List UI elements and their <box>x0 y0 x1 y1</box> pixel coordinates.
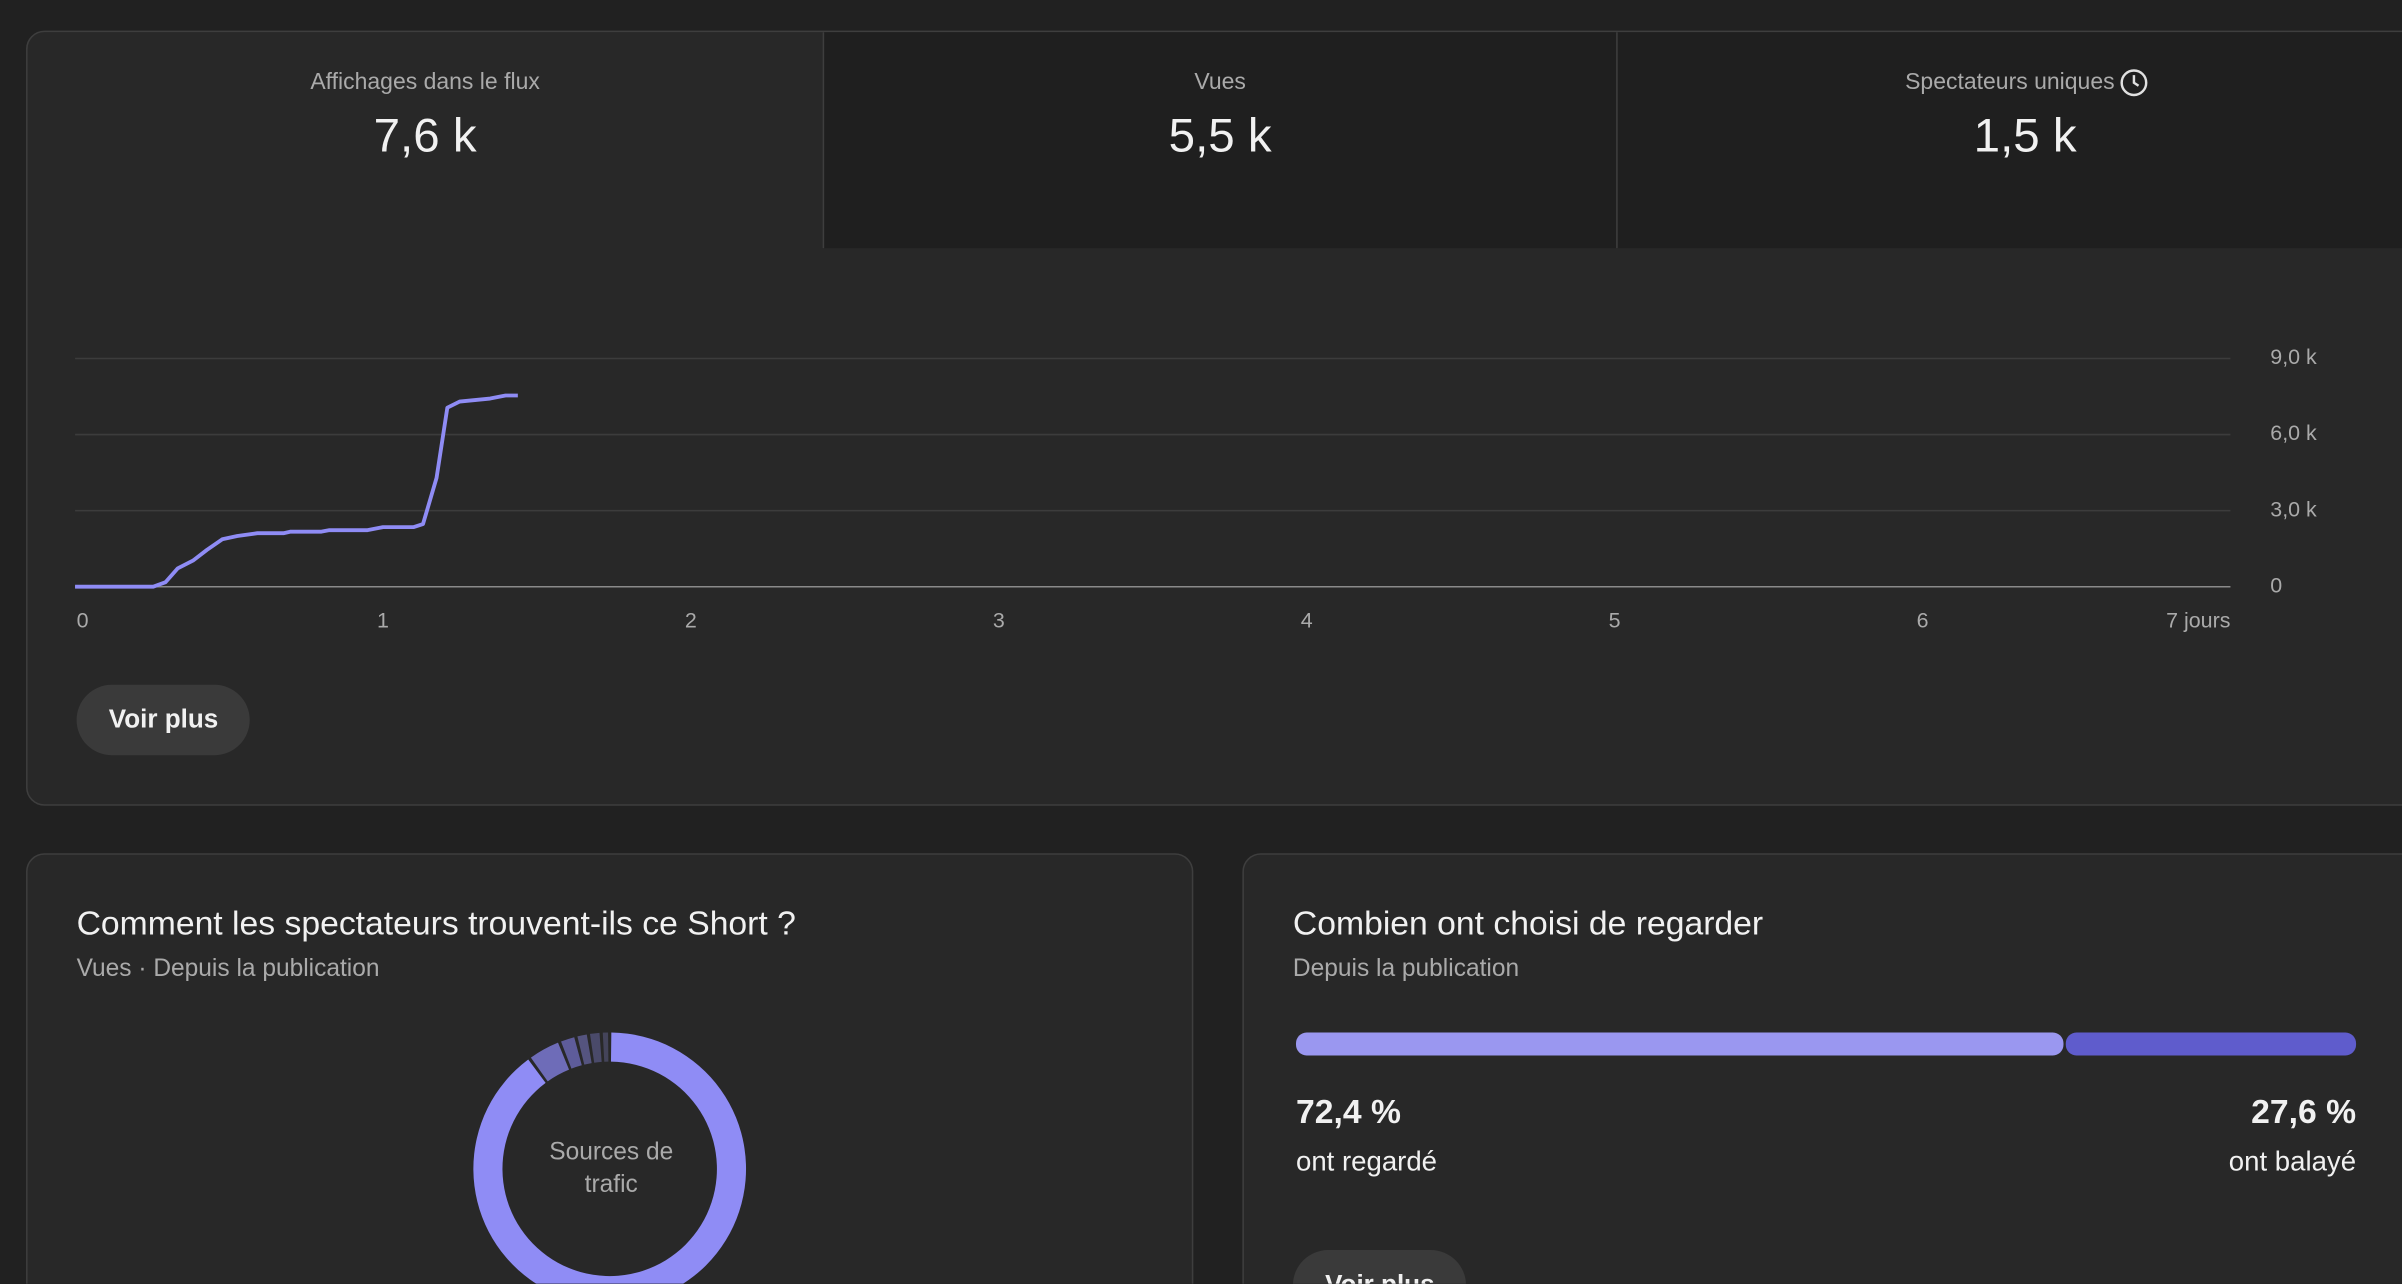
overview-card: Affichages dans le flux 7,6 k Vues 5,5 k… <box>26 30 2402 806</box>
tab-label: Spectateurs uniques <box>1905 68 2115 95</box>
donut-center-label: Sources de trafic <box>549 1139 674 1198</box>
watch-card: Combien ont choisi de regarder Depuis la… <box>1242 853 2402 1284</box>
clock-icon[interactable] <box>2119 67 2150 98</box>
segment-label: ont balayé <box>2228 1145 2357 1177</box>
tab-value: 7,6 k <box>373 108 477 163</box>
tab-value: 5,5 k <box>1168 108 1272 163</box>
more-button[interactable]: Voir plus <box>76 684 251 756</box>
segment-label: ont regardé <box>1295 1145 1438 1177</box>
card-subtitle: Vues · Depuis la publication <box>76 955 380 982</box>
value-label: 72,4 % <box>1295 1092 1401 1131</box>
card-title: Comment les spectateurs trouvent-ils ce … <box>76 903 796 943</box>
tab-label: Affichages dans le flux <box>310 68 540 95</box>
value-label: 27,6 % <box>2251 1092 2357 1131</box>
tab-value: 1,5 k <box>1973 108 2077 163</box>
more-button[interactable]: Voir plus <box>1292 1250 1467 1284</box>
card-title: Combien ont choisi de regarder <box>1292 903 1764 943</box>
tab[interactable]: Vues 5,5 k <box>822 32 1617 249</box>
tab[interactable]: Affichages dans le flux 7,6 k <box>28 32 823 248</box>
tab[interactable]: Spectateurs uniques 1,5 k <box>1616 32 2402 249</box>
tab-label: Vues <box>1194 68 1246 95</box>
card-subtitle: Depuis la publication <box>1292 955 1520 982</box>
traffic-card: Comment les spectateurs trouvent-ils ce … <box>26 853 1194 1284</box>
